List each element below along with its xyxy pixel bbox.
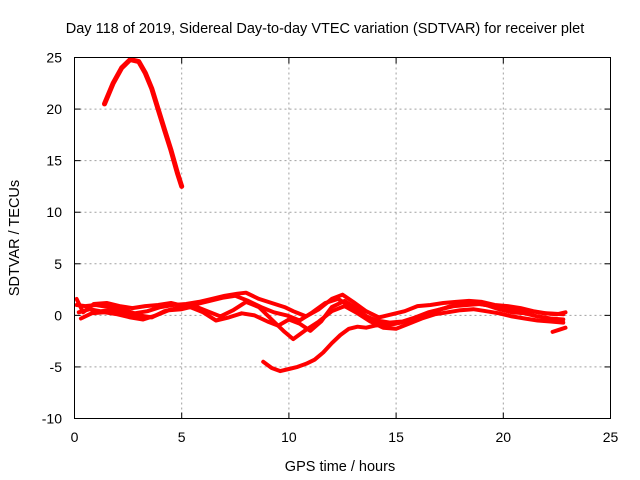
- series-arc-low: [261, 320, 403, 374]
- grid-lines: [74, 57, 611, 419]
- y-tick-label: 20: [46, 101, 62, 117]
- y-tick-label: 0: [54, 307, 62, 323]
- series-arc-c: [78, 299, 566, 342]
- y-tick-label: 15: [46, 153, 62, 169]
- y-tick-label: 25: [46, 50, 62, 66]
- y-tick-label: 10: [46, 204, 62, 220]
- series-layer: [74, 57, 568, 374]
- x-tick-label: 0: [71, 429, 79, 445]
- x-tick-label: 20: [496, 429, 512, 445]
- series-arc-d: [74, 293, 568, 325]
- chart-title: Day 118 of 2019, Sidereal Day-to-day VTE…: [66, 21, 584, 37]
- x-tick-label: 25: [603, 429, 619, 445]
- series-arc-high: [102, 57, 185, 189]
- x-axis-label: GPS time / hours: [285, 459, 395, 475]
- y-tick-label: -5: [50, 359, 63, 375]
- series-arc-tail: [550, 325, 568, 334]
- x-tick-label: 15: [388, 429, 404, 445]
- y-axis-label: SDTVAR / TECUs: [7, 180, 23, 296]
- y-tick-label: 5: [54, 256, 62, 272]
- plot-frame: [74, 57, 611, 419]
- y-tick-label: -10: [42, 411, 62, 427]
- x-tick-label: 10: [281, 429, 297, 445]
- x-tick-label: 5: [178, 429, 186, 445]
